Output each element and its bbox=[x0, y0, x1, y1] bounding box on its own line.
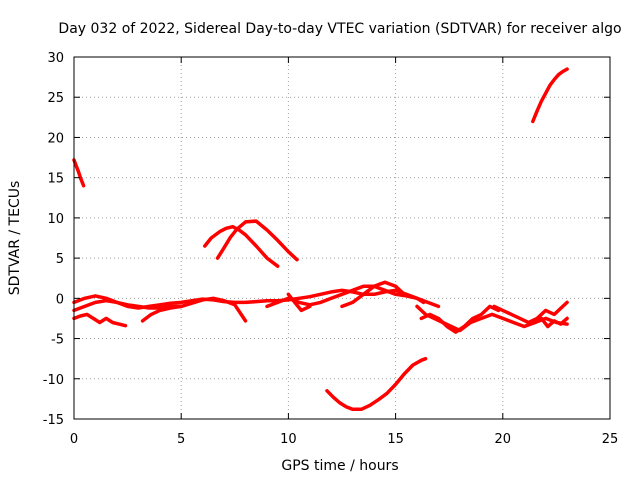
y-tick-label: -10 bbox=[43, 373, 64, 388]
y-tick-label: 20 bbox=[47, 131, 64, 146]
series-arc-4 bbox=[215, 219, 299, 262]
series-arc-7 bbox=[72, 312, 128, 328]
series-arc-12 bbox=[340, 280, 406, 309]
y-tick-label: 15 bbox=[47, 172, 64, 187]
x-tick-label: 0 bbox=[70, 432, 78, 447]
chart-title: Day 032 of 2022, Sidereal Day-to-day VTE… bbox=[58, 21, 621, 37]
x-tick-label: 25 bbox=[602, 432, 619, 447]
x-tick-label: 15 bbox=[387, 432, 404, 447]
x-tick-label: 5 bbox=[177, 432, 185, 447]
y-tick-label: -15 bbox=[43, 413, 64, 428]
series-arc-9 bbox=[140, 296, 248, 323]
y-tick-label: 10 bbox=[47, 212, 64, 227]
series-arc-14 bbox=[419, 304, 501, 334]
series-arc-8 bbox=[72, 298, 183, 313]
axis-ticks: 0 5 10 15 20 25 -15 -10 -5 0 5 10 15 20 25 30 bbox=[43, 51, 619, 447]
series-arc-15 bbox=[492, 300, 569, 325]
y-tick-label: 5 bbox=[56, 252, 64, 267]
grid bbox=[74, 57, 610, 419]
x-tick-label: 20 bbox=[495, 432, 512, 447]
x-tick-label: 10 bbox=[280, 432, 297, 447]
y-tick-label: -5 bbox=[51, 333, 64, 348]
series-arc-3 bbox=[203, 224, 280, 268]
data-series bbox=[72, 67, 569, 412]
y-tick-label: 30 bbox=[47, 51, 64, 66]
series-arc-16 bbox=[533, 316, 569, 329]
plot-frame bbox=[73, 56, 611, 420]
y-tick-label: 0 bbox=[56, 292, 64, 307]
series-arc-5 bbox=[325, 356, 428, 412]
series-arc-11 bbox=[286, 292, 312, 313]
series-arc-1 bbox=[72, 158, 86, 188]
series-arc-2 bbox=[531, 67, 569, 124]
y-axis-label: SDTVAR / TECUs bbox=[7, 181, 23, 296]
y-tick-label: 25 bbox=[47, 91, 64, 106]
x-axis-label: GPS time / hours bbox=[281, 458, 398, 474]
